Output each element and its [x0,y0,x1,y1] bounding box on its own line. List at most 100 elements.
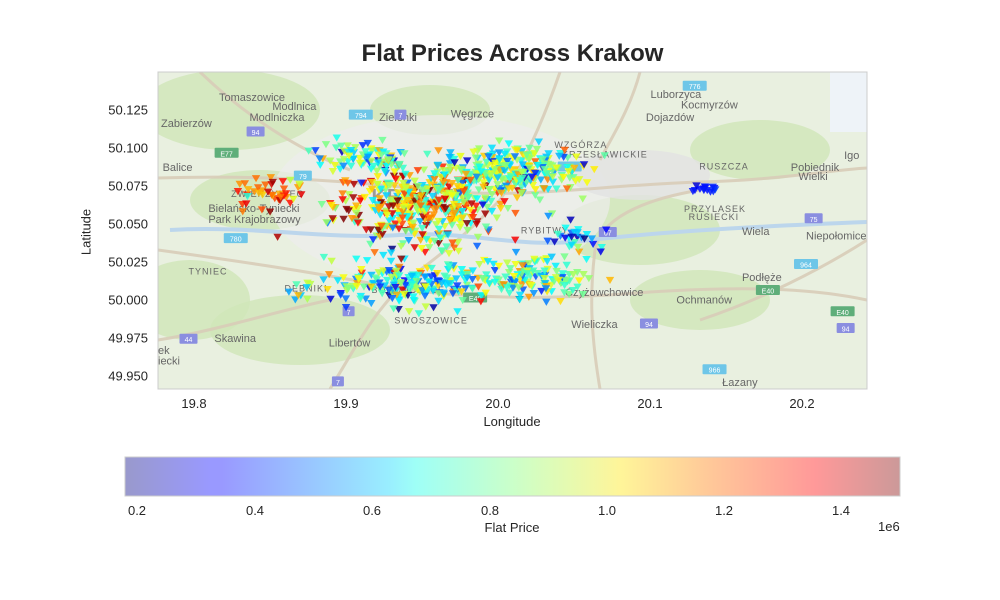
price-marker [273,233,282,241]
price-marker [511,277,520,285]
price-marker [412,277,421,286]
price-marker [388,214,398,222]
map-place-label: Skawina [214,333,256,345]
price-marker [530,258,540,266]
park-area [690,120,830,180]
price-marker [375,283,385,291]
price-marker [508,284,518,292]
price-marker [475,163,484,171]
y-tick-label: 50.000 [108,292,148,308]
price-marker [289,195,298,203]
price-marker [357,179,366,187]
colorbar-tick-label: 0.2 [127,503,147,518]
price-marker [468,214,478,222]
price-marker [487,207,497,216]
colorbar-gradient [125,457,900,496]
price-marker [543,176,552,184]
price-marker [440,191,450,199]
price-marker [399,179,408,188]
price-marker [357,265,366,274]
road-badge [214,147,239,158]
map-place-label: Modlnica [272,101,317,113]
price-marker [367,271,376,279]
price-marker [251,175,261,183]
price-marker [468,267,478,275]
price-marker [478,201,487,209]
price-marker [395,160,404,168]
price-marker [494,137,504,145]
road-badge [804,213,823,224]
price-marker [430,237,439,245]
road-badge [639,318,658,329]
price-marker [373,180,382,188]
road-badge-label: 776 [689,84,701,91]
road-badge [755,284,780,295]
price-marker [463,226,472,234]
price-marker [533,161,542,170]
price-marker [276,193,285,201]
price-marker [590,166,599,174]
price-marker [376,199,386,207]
price-marker [369,162,378,170]
price-marker [419,166,429,174]
price-marker [574,277,584,285]
price-marker [467,200,476,208]
price-marker [444,262,454,270]
price-marker [418,287,427,295]
price-marker [582,255,591,264]
map-place-label: Podłęże [742,272,782,284]
price-marker [268,178,277,187]
price-marker [450,244,459,252]
map-place-label: Bielańsko-Tyniecki [208,203,299,215]
road-badge-label: 94 [252,130,260,137]
price-marker [597,243,606,252]
price-marker [367,157,376,165]
price-marker [535,196,545,204]
price-marker [404,236,413,245]
price-marker [295,180,304,188]
price-marker [543,237,552,245]
price-marker [531,191,540,199]
colorbar-tick-label: 0.4 [245,503,265,518]
price-marker [561,224,570,232]
price-marker [438,179,448,187]
price-marker [424,278,434,286]
price-marker [328,167,338,176]
price-marker [367,147,377,155]
price-marker [327,257,336,265]
price-marker [452,214,462,223]
price-marker [485,280,494,288]
price-marker [492,214,502,222]
price-marker [376,185,386,193]
x-tick-label: 20.1 [637,396,663,411]
price-marker [437,280,446,288]
colorbar-frame [124,456,901,497]
price-marker [504,140,514,148]
plot-frame [157,71,868,390]
price-marker [573,229,582,237]
price-marker [450,159,459,167]
price-marker [373,159,383,167]
price-marker [564,290,574,299]
price-marker [375,195,384,203]
price-marker [540,166,550,174]
map-place-label: Luborzyca [650,89,702,101]
road-badge [794,259,819,270]
price-marker [415,218,425,226]
price-marker [344,152,354,160]
price-marker [473,233,483,241]
price-marker [391,175,400,183]
colorbar-tick-label: 0.8 [480,503,500,518]
price-marker [501,273,510,281]
price-marker [506,173,516,181]
price-marker [462,157,472,165]
price-marker [319,276,328,284]
price-marker [352,209,361,217]
price-marker [375,279,384,287]
price-marker [481,210,490,218]
price-marker [418,224,427,232]
price-marker [545,161,555,169]
price-marker [425,244,434,252]
map-place-label: Wiela [742,226,770,238]
price-marker [540,274,549,283]
